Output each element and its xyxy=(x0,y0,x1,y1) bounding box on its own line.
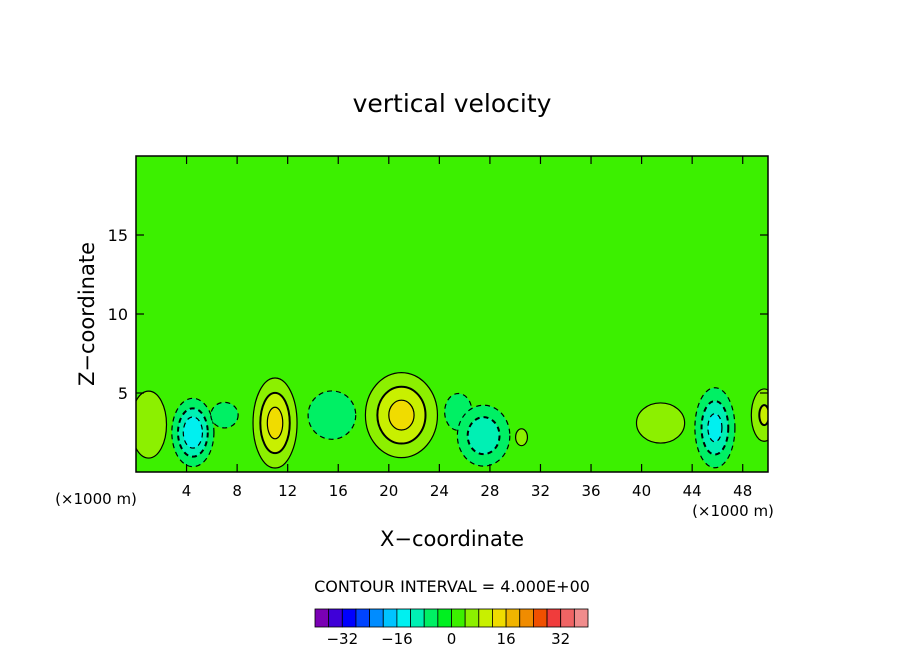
colorbar-swatch xyxy=(492,608,507,628)
colorbar-swatch xyxy=(355,608,371,628)
chart-title: vertical velocity xyxy=(353,89,552,118)
colorbar-swatch xyxy=(410,608,425,628)
x-tick-label: 36 xyxy=(581,482,600,500)
colorbar-tick-label: 32 xyxy=(551,630,570,648)
plot-area xyxy=(136,156,768,472)
colorbar-tick-label: −32 xyxy=(326,630,358,648)
colorbar-tick-label: 0 xyxy=(447,630,457,648)
contour-cell-8-level-1 xyxy=(515,428,529,447)
contour-cell-0-level-1 xyxy=(136,390,168,459)
y-axis: 5 10 15 xyxy=(108,226,768,403)
x-tick-label: 24 xyxy=(430,482,449,500)
x-tick-label: 28 xyxy=(480,482,499,500)
contour-interval-label: CONTOUR INTERVAL = 4.000E+00 xyxy=(314,577,590,596)
x-tick-label: 44 xyxy=(683,482,702,500)
x-units-left: (×1000 m) xyxy=(55,490,137,508)
contour-cell-10-level-1 xyxy=(635,402,686,444)
y-axis-label: Z−coordinate xyxy=(75,242,99,386)
contour-cell-2-level-1 xyxy=(210,401,239,429)
colorbar-swatch xyxy=(546,608,562,628)
colorbar-swatch xyxy=(369,608,384,628)
contour-cell-7-level-2 xyxy=(466,416,501,456)
contour-cell-5-level-3 xyxy=(388,399,415,431)
colorbar-swatch xyxy=(560,608,575,628)
contour-cell-3-level-3 xyxy=(266,406,284,440)
contour-cell-12-level-2 xyxy=(758,404,768,427)
colorbar-tick-label: 16 xyxy=(497,630,516,648)
colorbar: −32 −16 0 16 32 xyxy=(314,608,589,648)
contour-cell-11-level-3 xyxy=(707,413,723,443)
x-units-right: (×1000 m) xyxy=(692,502,774,520)
x-tick-label: 8 xyxy=(232,482,242,500)
x-axis-label: X−coordinate xyxy=(380,527,524,551)
colorbar-swatch xyxy=(341,608,357,628)
contour-cell-1-level-3 xyxy=(182,416,204,449)
colorbar-swatch xyxy=(437,608,452,628)
colorbar-swatch xyxy=(423,608,439,628)
x-tick-label: 16 xyxy=(329,482,348,500)
colorbar-swatch xyxy=(533,608,548,628)
x-tick-label: 32 xyxy=(531,482,550,500)
colorbar-swatch xyxy=(382,608,398,628)
colorbar-swatch xyxy=(451,608,466,628)
y-tick-label: 10 xyxy=(108,305,128,324)
colorbar-swatch xyxy=(314,608,330,628)
x-tick-label: 48 xyxy=(733,482,752,500)
x-tick-label: 20 xyxy=(379,482,398,500)
x-tick-label: 12 xyxy=(278,482,297,500)
colorbar-swatch xyxy=(519,608,534,628)
colorbar-swatch xyxy=(573,608,589,628)
colorbar-tick-label: −16 xyxy=(381,630,413,648)
colorbar-swatch xyxy=(464,608,480,628)
contour-cell-4-level-1 xyxy=(307,390,357,440)
colorbar-swatch xyxy=(505,608,521,628)
y-tick-label: 5 xyxy=(118,384,128,403)
colorbar-swatch xyxy=(478,608,493,628)
x-tick-label: 40 xyxy=(632,482,651,500)
x-axis: 4 8 12 16 20 24 28 32 36 40 44 48 xyxy=(182,156,752,500)
colorbar-swatch xyxy=(328,608,343,628)
x-tick-label: 4 xyxy=(182,482,192,500)
y-tick-label: 15 xyxy=(108,226,128,245)
contour-field xyxy=(136,156,768,472)
colorbar-swatch xyxy=(396,608,411,628)
